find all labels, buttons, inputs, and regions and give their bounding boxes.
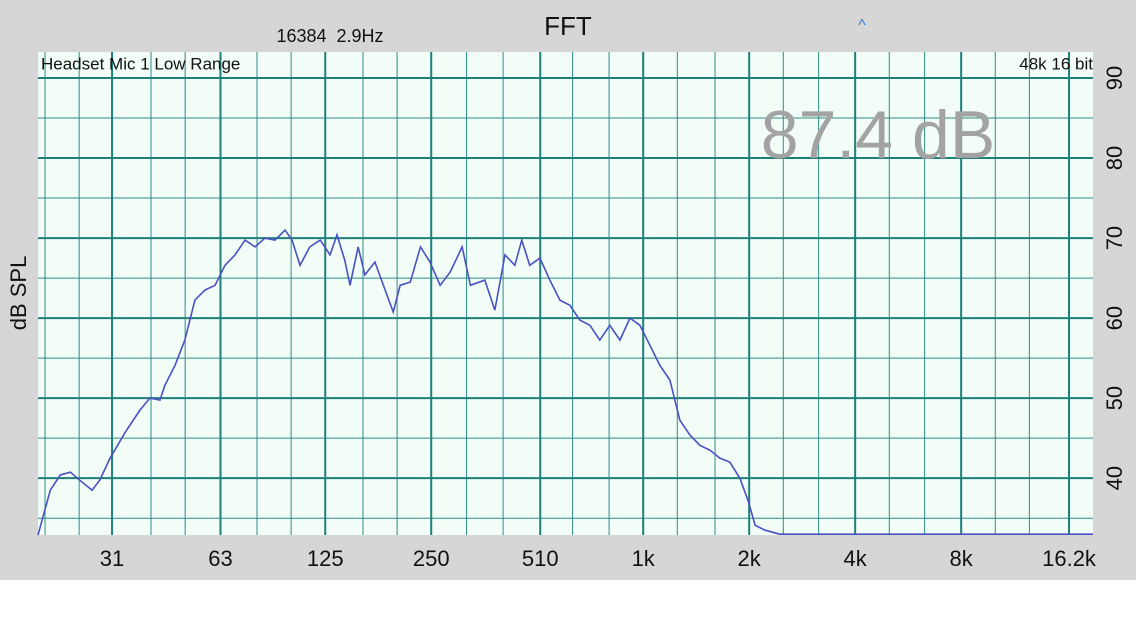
y-tick-label: 80 — [1102, 146, 1127, 170]
format-label: 48k 16 bit — [1019, 54, 1093, 73]
x-tick-label: 16.2k — [1042, 546, 1097, 571]
x-tick-label: 8k — [950, 546, 974, 571]
level-readout: 87.4 dB — [761, 97, 995, 173]
input-label: Headset Mic 1 Low Range — [41, 54, 240, 73]
y-tick-label: 50 — [1102, 386, 1127, 410]
y-tick-label: 60 — [1102, 306, 1127, 330]
y-tick-label: 70 — [1102, 226, 1127, 250]
plot-area — [38, 52, 1093, 535]
x-tick-label: 250 — [413, 546, 450, 571]
y-tick-label: 90 — [1102, 66, 1127, 90]
y-axis-label: dB SPL — [6, 256, 31, 331]
y-tick-label: 40 — [1102, 466, 1127, 490]
x-tick-label: 2k — [738, 546, 762, 571]
grid — [38, 52, 1093, 535]
fft-info: 16384 2.9Hz — [276, 26, 383, 46]
spectrum-line — [37, 228, 1093, 536]
x-tick-label: 510 — [522, 546, 559, 571]
x-tick-label: 63 — [208, 546, 232, 571]
x-tick-label: 1k — [632, 546, 656, 571]
traces — [37, 228, 1093, 536]
x-tick-label: 125 — [307, 546, 344, 571]
x-tick-label: 4k — [844, 546, 868, 571]
chart-title: FFT — [544, 11, 592, 41]
x-tick-label: 31 — [100, 546, 124, 571]
collapse-button[interactable]: ^ — [858, 17, 866, 34]
